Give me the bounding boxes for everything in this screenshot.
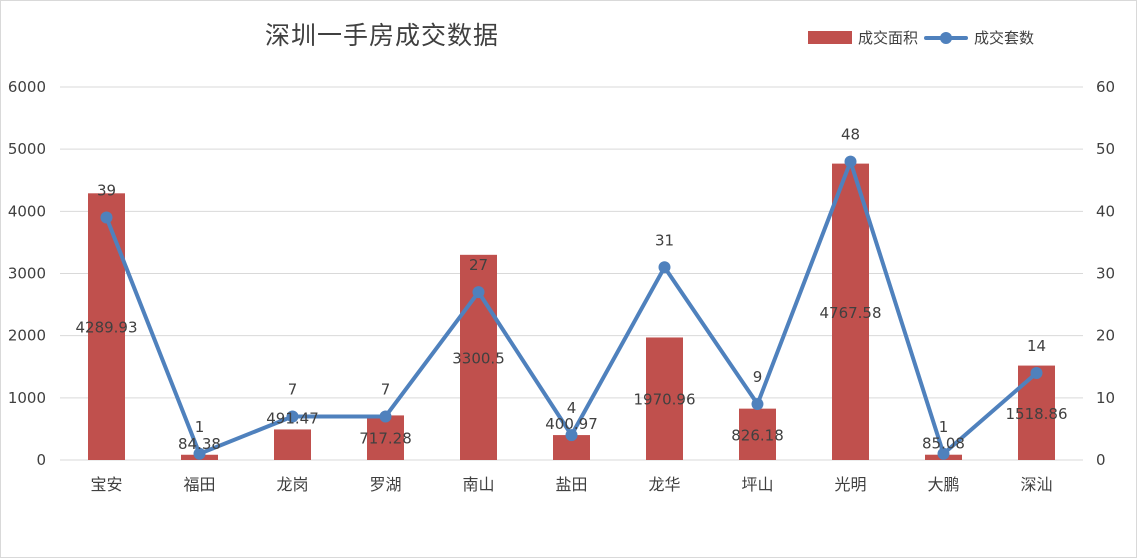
category-label: 大鹏 [927, 475, 959, 494]
category-label: 罗湖 [369, 475, 401, 494]
right-axis-tick-label: 10 [1096, 389, 1115, 407]
bar-data-label: 85.08 [922, 435, 965, 453]
right-axis-tick-label: 0 [1096, 451, 1106, 469]
bar [832, 163, 869, 460]
line-point [844, 155, 857, 168]
chart-title: 深圳一手房成交数据 [265, 21, 500, 50]
legend-item-area: 成交面积 [808, 27, 918, 48]
bar-data-label: 1518.86 [1005, 405, 1067, 423]
category-label: 福田 [183, 475, 215, 494]
legend-bar-swatch [808, 31, 852, 44]
line-data-label: 48 [841, 126, 860, 144]
bar-data-label: 491.47 [266, 409, 319, 427]
left-axis-tick-label: 2000 [8, 327, 46, 345]
line-point [286, 410, 299, 423]
category-label: 坪山 [741, 475, 773, 494]
line-point [100, 211, 113, 224]
line-data-label: 7 [288, 380, 298, 398]
bar-data-label: 400.97 [545, 415, 598, 433]
bar-data-label: 826.18 [731, 426, 784, 444]
right-axis-tick-label: 60 [1096, 78, 1115, 96]
right-axis-tick-label: 20 [1096, 327, 1115, 345]
legend-line-swatch [924, 31, 969, 44]
line-data-label: 14 [1027, 337, 1046, 355]
bar [88, 193, 125, 460]
left-axis-tick-label: 0 [36, 451, 46, 469]
bar-data-label: 4289.93 [75, 319, 137, 337]
right-axis-tick-label: 40 [1096, 202, 1115, 220]
left-axis-tick-label: 5000 [8, 140, 46, 158]
bar [646, 337, 683, 460]
line-data-label: 1 [939, 418, 949, 436]
right-axis-tick-label: 30 [1096, 265, 1115, 283]
legend-label-area: 成交面积 [858, 29, 919, 47]
line-point [193, 447, 206, 460]
bar-data-label: 717.28 [359, 430, 412, 448]
category-label: 南山 [462, 475, 494, 494]
line-point [937, 447, 950, 460]
bar-data-label: 84.38 [178, 435, 221, 453]
legend: 成交面积 成交套数 [808, 27, 1040, 48]
bar [367, 415, 404, 460]
left-axis-tick-label: 1000 [8, 389, 46, 407]
legend-label-units: 成交套数 [974, 29, 1035, 47]
legend-item-units: 成交套数 [924, 27, 1034, 48]
right-axis-tick-label: 50 [1096, 140, 1115, 158]
category-label: 光明 [834, 475, 866, 494]
line-point [472, 286, 485, 299]
left-axis-tick-label: 4000 [8, 202, 46, 220]
line-point [565, 429, 578, 442]
line-data-label: 4 [567, 399, 577, 417]
bar-data-label: 4767.58 [819, 304, 881, 322]
left-axis-tick-label: 3000 [8, 265, 46, 283]
line-point [658, 261, 671, 274]
bar-data-label: 1970.96 [633, 391, 695, 409]
line-point [751, 398, 764, 411]
line-data-label: 1 [195, 418, 205, 436]
category-label: 龙华 [648, 475, 680, 494]
line-data-label: 31 [655, 231, 674, 249]
line-data-label: 7 [381, 380, 391, 398]
line-data-label: 27 [469, 256, 488, 274]
category-label: 龙岗 [276, 475, 308, 494]
bar-data-label: 3300.5 [452, 349, 505, 367]
line-point [379, 410, 392, 423]
line-data-label: 39 [97, 182, 116, 200]
bar [274, 429, 311, 460]
line-point [1030, 366, 1043, 379]
left-axis-tick-label: 6000 [8, 78, 46, 96]
category-label: 宝安 [90, 475, 122, 494]
bar [739, 408, 776, 460]
category-label: 盐田 [555, 475, 587, 494]
category-label: 深汕 [1020, 475, 1052, 494]
line-data-label: 9 [753, 368, 763, 386]
